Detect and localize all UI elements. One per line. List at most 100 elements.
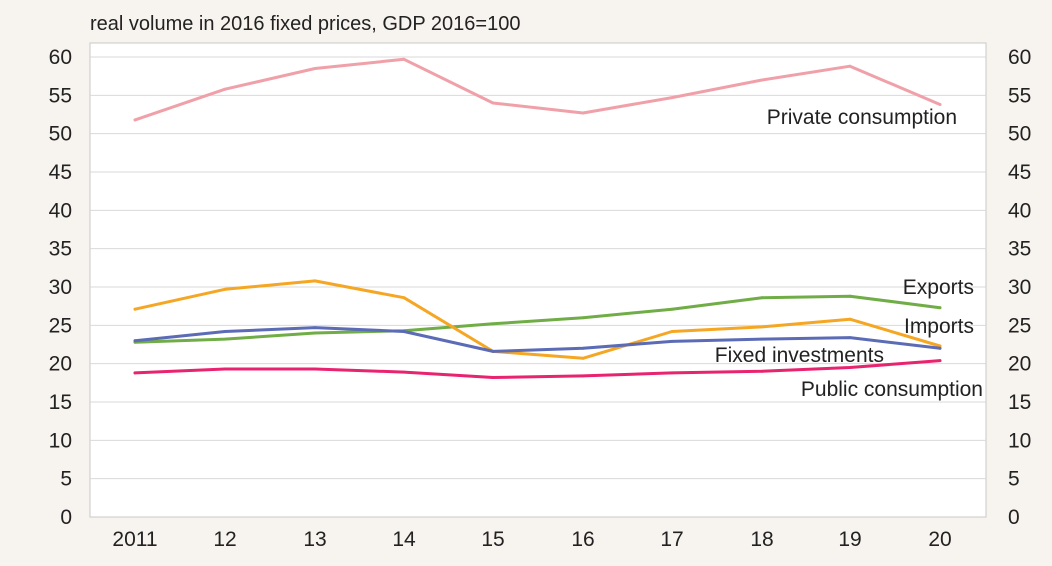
y-tick-left-15: 15 (49, 391, 72, 414)
data-point-public-consumption-19 (848, 366, 852, 369)
data-point-fixed-investments-18 (760, 337, 764, 341)
x-tick-12: 12 (213, 528, 236, 551)
data-point-exports-13 (313, 331, 317, 335)
data-point-imports-16 (581, 356, 585, 360)
x-tick-2011: 2011 (112, 528, 157, 551)
data-point-imports-17 (670, 330, 674, 333)
data-point-fixed-investments-14 (402, 330, 406, 333)
y-tick-left-35: 35 (49, 238, 72, 261)
data-point-imports-14 (402, 296, 406, 300)
y-tick-left-50: 50 (49, 123, 72, 146)
data-point-private-consumption-12 (223, 87, 227, 91)
y-tick-left-20: 20 (49, 353, 72, 376)
x-tick-19: 19 (838, 528, 861, 551)
data-point-private-consumption-17 (670, 96, 674, 99)
y-tick-left-25: 25 (49, 314, 72, 337)
series-line-private-consumption (133, 57, 942, 122)
data-point-fixed-investments-17 (670, 340, 674, 343)
data-point-imports-13 (313, 279, 317, 283)
data-point-exports-20 (938, 306, 942, 310)
y-tick-left-45: 45 (49, 161, 72, 184)
data-point-exports-18 (760, 296, 764, 300)
data-point-imports-2011 (133, 307, 137, 311)
series-line-exports (133, 294, 942, 344)
y-tick-right-15: 15 (1008, 391, 1031, 414)
data-point-public-consumption-15 (491, 376, 495, 379)
data-point-fixed-investments-15 (491, 350, 495, 353)
y-tick-left-10: 10 (49, 429, 72, 452)
data-point-exports-12 (223, 337, 227, 341)
x-tick-17: 17 (660, 528, 683, 551)
data-point-public-consumption-2011 (133, 371, 137, 375)
y-tick-left-5: 5 (60, 468, 72, 491)
x-tick-18: 18 (750, 528, 773, 551)
data-point-private-consumption-14 (402, 57, 406, 61)
plot-area (89, 42, 987, 518)
y-tick-right-25: 25 (1008, 314, 1031, 337)
data-point-public-consumption-20 (938, 359, 942, 362)
y-tick-left-0: 0 (60, 506, 72, 529)
y-tick-right-0: 0 (1008, 506, 1020, 529)
series-labels: Private consumption Exports Imports Fixed i… (715, 106, 983, 401)
series-line-imports (133, 279, 942, 360)
data-point-public-consumption-18 (760, 369, 764, 373)
data-point-public-consumption-14 (402, 370, 406, 374)
data-point-public-consumption-17 (670, 371, 674, 375)
data-point-public-consumption-16 (581, 374, 585, 378)
y-tick-right-50: 50 (1008, 123, 1031, 146)
data-point-public-consumption-13 (313, 367, 317, 371)
data-point-fixed-investments-12 (223, 330, 227, 333)
y-tick-right-20: 20 (1008, 353, 1031, 376)
data-point-fixed-investments-16 (581, 346, 585, 350)
series-label-private-consumption: Private consumption (767, 106, 957, 129)
data-point-exports-17 (670, 307, 674, 311)
data-point-exports-16 (581, 316, 585, 320)
chart-title: real volume in 2016 fixed prices, GDP 20… (90, 13, 520, 35)
y-tick-right-55: 55 (1008, 84, 1031, 107)
y-tick-right-60: 60 (1008, 46, 1031, 69)
y-tick-left-60: 60 (49, 46, 72, 69)
series-label-fixed-investments: Fixed investments (715, 344, 884, 367)
data-point-fixed-investments-13 (313, 326, 317, 329)
series-line-public-consumption (133, 359, 942, 379)
data-point-private-consumption-20 (938, 103, 942, 106)
series-label-public-consumption: Public consumption (801, 378, 983, 401)
data-point-fixed-investments-19 (848, 336, 852, 339)
grid-lines (90, 56, 986, 480)
data-point-private-consumption-13 (313, 67, 317, 70)
x-tick-20: 20 (928, 528, 951, 551)
data-point-imports-12 (223, 287, 227, 291)
x-tick-15: 15 (481, 528, 504, 551)
y-tick-right-45: 45 (1008, 161, 1031, 184)
data-point-public-consumption-12 (223, 367, 227, 371)
x-tick-13: 13 (303, 528, 326, 551)
y-tick-right-35: 35 (1008, 238, 1031, 261)
y-tick-left-40: 40 (49, 199, 72, 222)
y-tick-left-30: 30 (49, 276, 72, 299)
data-point-fixed-investments-2011 (133, 339, 137, 343)
data-point-private-consumption-18 (760, 78, 764, 82)
series-lines (133, 57, 942, 379)
data-point-private-consumption-16 (581, 111, 585, 115)
x-tick-14: 14 (392, 528, 416, 551)
data-point-private-consumption-2011 (133, 118, 137, 122)
data-point-fixed-investments-20 (938, 346, 942, 350)
data-point-exports-15 (491, 322, 495, 326)
x-tick-16: 16 (571, 528, 594, 551)
data-point-imports-20 (938, 344, 942, 348)
y-tick-right-10: 10 (1008, 429, 1031, 452)
series-label-imports: Imports (904, 315, 974, 338)
y-tick-right-5: 5 (1008, 468, 1020, 491)
data-point-imports-18 (760, 325, 764, 329)
y-tick-right-40: 40 (1008, 199, 1031, 222)
data-point-private-consumption-15 (491, 101, 495, 105)
y-tick-left-55: 55 (49, 84, 72, 107)
series-label-exports: Exports (903, 276, 974, 299)
data-point-exports-19 (848, 294, 852, 298)
series-line-fixed-investments (133, 326, 942, 353)
y-tick-right-30: 30 (1008, 276, 1031, 299)
data-point-private-consumption-19 (848, 64, 852, 68)
